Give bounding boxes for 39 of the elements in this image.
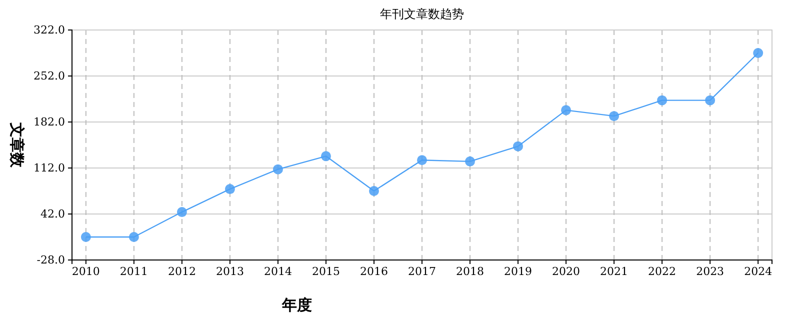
y-tick-label: 112.0 [34,162,65,175]
point [272,164,283,174]
x-tick-label: 2011 [120,264,148,278]
point [465,156,476,166]
x-tick-label: 2021 [600,264,628,278]
point [417,155,427,166]
x-tick-label: 2024 [744,264,772,278]
y-tick-label: 252.0 [34,70,65,83]
point [224,184,235,194]
point [705,95,716,106]
point [561,105,572,116]
x-tick-label: 2014 [264,264,292,278]
point [609,111,620,122]
x-tick-label: 2015 [312,264,340,278]
x-tick-label: 2010 [72,264,100,278]
point [657,95,668,106]
y-tick-label: -28.0 [36,254,65,267]
point [513,141,524,152]
x-tick-label: 2012 [168,264,196,278]
x-axis-title: 年度 [281,296,312,314]
x-tick-label: 2020 [552,264,580,278]
x-tick-label: 2017 [408,264,436,278]
x-tick-label: 2022 [648,264,676,278]
point [128,232,139,242]
x-tick-label: 2018 [456,264,484,278]
y-axis-title: 文章数 [8,122,26,168]
point [753,48,764,58]
point [368,186,379,196]
x-tick-label: 2016 [360,264,388,278]
chart-title: 年刊文章数趋势 [380,7,464,21]
point [320,151,331,162]
point [176,207,187,218]
x-tick-label: 2023 [696,264,724,278]
x-tick-label: 2019 [504,264,532,278]
x-tick-label: 2013 [216,264,244,278]
y-tick-label: 322.0 [34,24,65,37]
point [80,232,91,242]
y-tick-label: 42.0 [40,208,65,221]
y-tick-label: 182.0 [34,116,65,129]
